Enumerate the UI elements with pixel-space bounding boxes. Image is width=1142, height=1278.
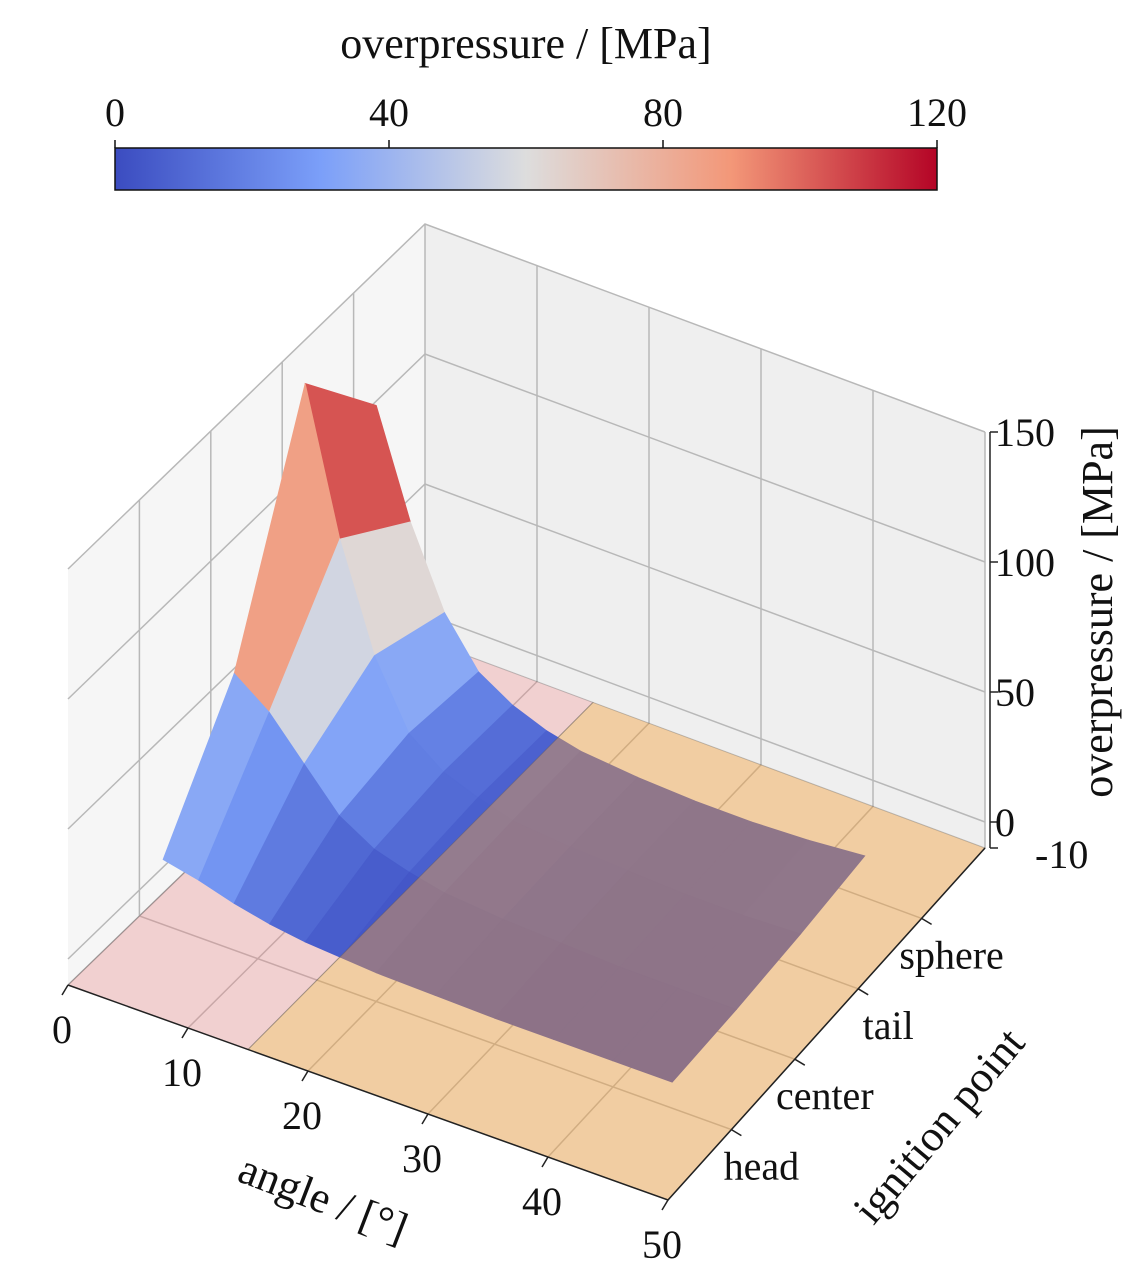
y-tick bbox=[857, 988, 869, 996]
x-tick bbox=[181, 1027, 189, 1039]
colorbar-title: overpressure / [MPa] bbox=[340, 19, 711, 68]
y-tick-label: center bbox=[776, 1073, 874, 1118]
z-axis-label: overpressure / [MPa] bbox=[1073, 426, 1122, 797]
colorbar-tick-label: 40 bbox=[369, 90, 409, 135]
x-tick-label: 40 bbox=[522, 1179, 562, 1224]
colorbar-gradient bbox=[114, 147, 938, 191]
x-tick bbox=[301, 1070, 309, 1082]
z-tick-label: 100 bbox=[995, 540, 1055, 585]
y-axis-label: ignition point bbox=[844, 1019, 1035, 1233]
colorbar-tick-label: 0 bbox=[105, 90, 125, 135]
x-tick bbox=[61, 984, 69, 996]
axes: 0 10 20 30 40 50 head center tail sphere -10 0 50 100… bbox=[52, 410, 1088, 1267]
z-tick-label: 50 bbox=[995, 670, 1035, 715]
x-tick bbox=[661, 1199, 669, 1211]
y-tick bbox=[794, 1058, 806, 1066]
surface-face bbox=[612, 987, 738, 1083]
x-tick-label: 50 bbox=[642, 1222, 682, 1267]
y-tick bbox=[731, 1128, 742, 1137]
x-tick-label: 10 bbox=[162, 1050, 202, 1095]
y-tick-label: sphere bbox=[899, 932, 1003, 977]
x-tick-label: 30 bbox=[402, 1136, 442, 1181]
x-tick-label: 20 bbox=[282, 1093, 322, 1138]
y-tick-label: tail bbox=[863, 1003, 914, 1048]
x-tick-label: 0 bbox=[52, 1007, 72, 1052]
y-tick-label: head bbox=[724, 1144, 800, 1189]
surface bbox=[162, 382, 866, 1083]
z-tick-label: 0 bbox=[995, 800, 1015, 845]
z-tick-label: -10 bbox=[1035, 832, 1088, 877]
y-tick bbox=[921, 917, 932, 926]
colorbar-tick-label: 120 bbox=[907, 90, 967, 135]
colorbar-tick-label: 80 bbox=[643, 90, 683, 135]
z-tick-label: 150 bbox=[995, 410, 1055, 455]
x-axis-label: angle / [°] bbox=[232, 1144, 414, 1253]
colorbar: overpressure / [MPa] 0 40 80 120 bbox=[105, 19, 967, 191]
x-tick bbox=[421, 1113, 429, 1125]
x-tick bbox=[541, 1156, 549, 1168]
